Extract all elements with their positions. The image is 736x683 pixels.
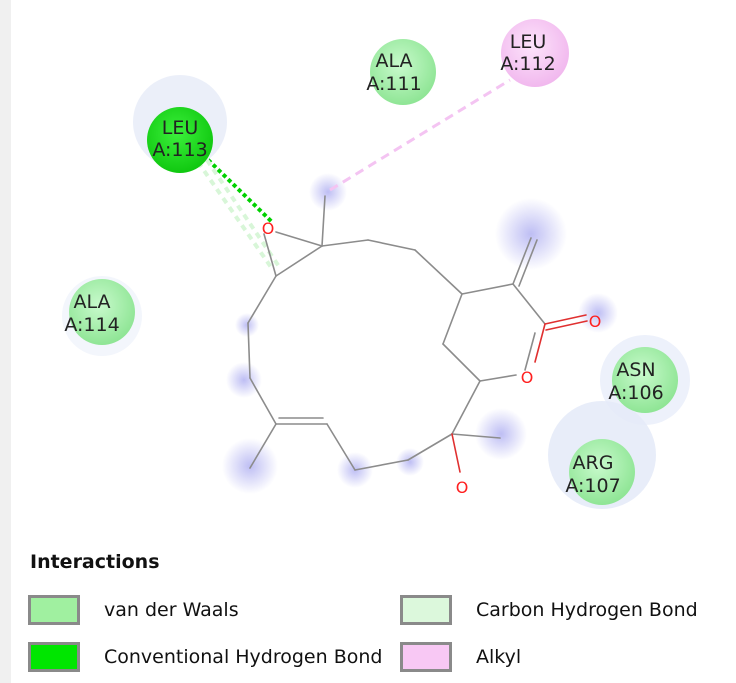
- epoxide-oxygen: O: [262, 219, 275, 238]
- svg-text:LEU: LEU: [162, 117, 199, 139]
- legend-swatch-alkyl: [400, 642, 452, 672]
- legend-title: Interactions: [30, 551, 160, 573]
- alkyl-line: [329, 78, 511, 192]
- lactone-ring-oxygen: O: [521, 368, 534, 387]
- svg-text:ALA: ALA: [375, 50, 412, 72]
- svg-text:A:106: A:106: [608, 382, 663, 404]
- left-margin-strip: [0, 0, 11, 683]
- residue-ala111: ALA A:111: [366, 39, 436, 105]
- svg-text:LEU: LEU: [510, 31, 547, 53]
- svg-text:ARG: ARG: [573, 452, 614, 474]
- legend-label: Alkyl: [476, 646, 522, 668]
- interaction-lines: [196, 78, 511, 272]
- svg-text:A:114: A:114: [64, 314, 119, 336]
- legend-label: Conventional Hydrogen Bond: [104, 646, 383, 668]
- legend-label: Carbon Hydrogen Bond: [476, 599, 698, 621]
- ligand-colored-bonds: [275, 231, 588, 473]
- atom-contact-halos: [222, 173, 618, 494]
- legend-swatch-carbon-hbond: [400, 595, 452, 625]
- residue-arg107: ARG A:107: [565, 439, 635, 505]
- legend-swatch-conventional-hbond: [28, 642, 80, 672]
- residue-ala114: ALA A:114: [64, 279, 135, 345]
- residue-asn106: ASN A:106: [608, 347, 678, 413]
- carbonyl-oxygen: O: [589, 312, 602, 331]
- legend-item-carbon-hbond: Carbon Hydrogen Bond: [400, 590, 698, 630]
- residue-leu112: LEU A:112: [500, 19, 569, 87]
- svg-text:ASN: ASN: [616, 359, 655, 381]
- svg-text:A:112: A:112: [500, 53, 555, 75]
- svg-text:ALA: ALA: [73, 291, 110, 313]
- legend-swatch-van-der-waals: [28, 595, 80, 625]
- legend-item-van-der-waals: van der Waals: [28, 590, 239, 630]
- legend-item-alkyl: Alkyl: [400, 637, 521, 677]
- interaction-diagram: O O O O LEU A:113 ALA A:111 LEU A:112 AL…: [62, 19, 690, 509]
- carbon-hbond-line-1: [196, 160, 275, 272]
- legend-item-conventional-hbond: Conventional Hydrogen Bond: [28, 637, 382, 677]
- hydroxyl-oxygen: O: [456, 478, 469, 497]
- svg-text:A:111: A:111: [366, 73, 421, 95]
- svg-text:A:107: A:107: [565, 475, 620, 497]
- residue-leu113: LEU A:113: [147, 107, 213, 173]
- legend-label: van der Waals: [104, 599, 239, 621]
- ligand-bonds: [247, 195, 546, 471]
- svg-text:A:113: A:113: [152, 139, 207, 161]
